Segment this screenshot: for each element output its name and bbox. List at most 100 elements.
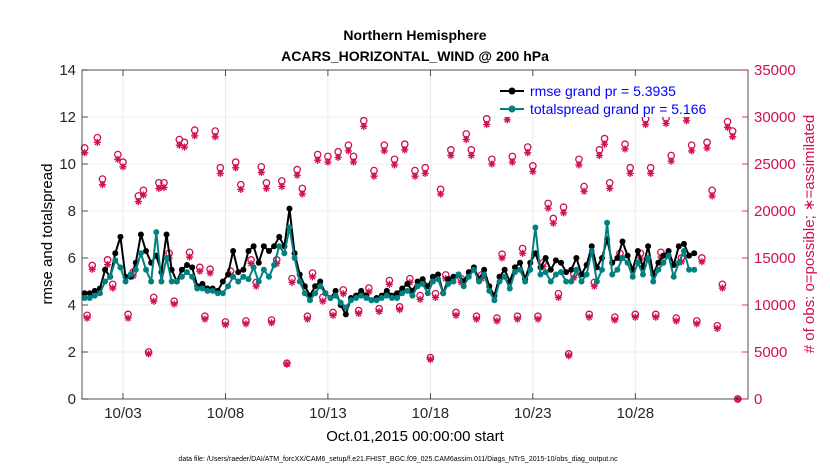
y-left-tick-label: 2	[68, 344, 76, 361]
obs-assimilated-marker	[606, 184, 614, 193]
rmse-point	[383, 287, 390, 294]
totalspread-point	[650, 278, 657, 285]
obs-assimilated-marker	[437, 190, 445, 198]
obs-assimilated-stroke	[145, 350, 152, 357]
obs-assimilated-marker	[723, 123, 732, 131]
totalspread-point	[686, 266, 693, 273]
totalspread-point	[506, 285, 513, 292]
totalspread-point	[414, 283, 421, 290]
rmse-point	[91, 287, 98, 294]
obs-assimilated-marker	[185, 253, 194, 261]
totalspread-point	[419, 280, 426, 287]
obs-assimilated-marker	[360, 122, 368, 130]
totalspread-point	[194, 285, 201, 292]
rmse-point	[619, 238, 626, 245]
y-right-tick-label: 25000	[754, 156, 796, 173]
obs-assimilated-marker	[729, 133, 737, 141]
rmse-point	[225, 271, 232, 278]
totalspread-point	[332, 292, 339, 299]
totalspread-point	[634, 259, 641, 266]
obs-assimilated-marker	[718, 284, 726, 292]
rmse-point	[445, 276, 452, 283]
obs-assimilated-marker	[216, 169, 224, 177]
rmse-point	[496, 273, 503, 280]
obs-assimilated-marker	[544, 204, 552, 212]
rmse-point	[178, 266, 185, 273]
rmse-point	[624, 252, 631, 259]
obs-assimilated-marker	[698, 258, 706, 266]
obs-assimilated-stroke	[196, 268, 203, 275]
totalspread-point	[491, 297, 498, 304]
rmse-point	[419, 276, 426, 283]
obs-assimilated-stroke	[601, 141, 608, 148]
obs-assimilated-marker	[503, 116, 511, 124]
rmse-point	[634, 247, 641, 254]
obs-assimilated-marker	[349, 158, 358, 166]
totalspread-point	[522, 278, 529, 285]
obs-assimilated-marker	[518, 249, 527, 257]
y-left-tick-label: 12	[59, 109, 76, 126]
totalspread-point	[639, 271, 646, 278]
totalspread-point	[588, 247, 595, 254]
obs-assimilated-stroke	[283, 361, 290, 368]
plot-frame	[81, 69, 749, 400]
totalspread-point	[291, 255, 298, 261]
obs-assimilated-marker	[211, 133, 219, 141]
totalspread-point	[394, 294, 401, 301]
rmse-point	[568, 266, 575, 273]
legend-box	[496, 77, 742, 117]
obs-assimilated-stroke	[453, 312, 459, 319]
rmse-point	[189, 264, 196, 271]
grid	[82, 70, 748, 399]
obs-assimilated-marker	[150, 297, 158, 305]
legend-spread-label: totalspread grand pr = 5.166	[530, 101, 707, 117]
obs-assimilated-marker	[652, 313, 660, 321]
obs-assimilated-marker	[626, 169, 634, 177]
obs-assimilated-marker	[611, 316, 619, 324]
legend-rmse-label: rmse grand pr = 5.3935	[530, 83, 676, 99]
obs-assimilated-marker	[288, 278, 296, 287]
obs-assimilated-stroke	[591, 283, 598, 290]
totalspread-point	[204, 287, 211, 294]
obs-assimilated-marker	[145, 350, 153, 358]
obs-assimilated-marker	[191, 132, 199, 140]
obs-assimilated-marker	[314, 156, 322, 164]
obs-assimilated-stroke	[550, 220, 557, 227]
obs-assimilated-stroke	[207, 270, 214, 277]
totalspread-point	[358, 292, 365, 299]
totalspread-point	[122, 278, 129, 285]
totalspread-point	[317, 283, 324, 290]
totalspread-point	[660, 259, 667, 266]
obs-assimilated-stroke	[278, 183, 285, 190]
rmse-point	[532, 250, 539, 257]
totalspread-point	[107, 273, 114, 280]
rmse-point	[137, 231, 144, 238]
totalspread-point	[629, 273, 636, 280]
obs-assimilated-stroke	[647, 170, 654, 177]
rmse-point	[645, 243, 652, 250]
obs-assimilated-stroke	[412, 173, 418, 180]
obs-assimilated-stroke	[499, 255, 506, 261]
obs-assimilated-stroke	[135, 198, 142, 205]
totalspread-point	[527, 266, 534, 273]
obs-assimilated-stroke	[509, 159, 516, 166]
rmse-point	[342, 311, 349, 318]
obs-assimilated-stroke	[663, 120, 670, 127]
obs-assimilated-marker	[529, 167, 537, 176]
axis-ticks: 10/03 10/08 10/13 10/18 10/23 10/28 0 2 4 6 8 10 12 1…	[59, 62, 795, 422]
totalspread-point	[281, 250, 288, 257]
totalspread-point	[245, 276, 252, 283]
rmse-point	[563, 269, 570, 276]
totalspread-point	[435, 276, 442, 283]
totalspread-point	[86, 294, 93, 301]
totalspread-point	[547, 278, 554, 285]
totalspread-point	[645, 255, 652, 261]
obs-assimilated-marker	[385, 280, 393, 288]
obs-assimilated-stroke	[355, 310, 362, 317]
totalspread-point	[624, 259, 631, 266]
obs-assimilated-marker	[170, 300, 178, 308]
legend-spread-marker	[508, 105, 516, 113]
rmse-point	[271, 243, 278, 250]
totalspread-point	[91, 292, 98, 299]
totalspread-point	[680, 247, 687, 254]
